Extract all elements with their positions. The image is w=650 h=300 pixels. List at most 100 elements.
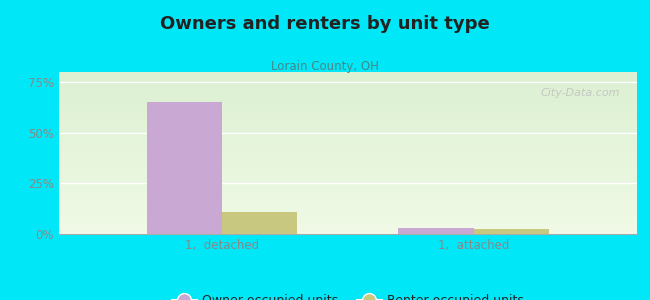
Bar xyxy=(58,150,637,152)
Bar xyxy=(58,163,637,164)
Bar xyxy=(58,198,637,200)
Bar xyxy=(58,104,637,106)
Text: Owners and renters by unit type: Owners and renters by unit type xyxy=(160,15,490,33)
Bar xyxy=(58,197,637,198)
Bar xyxy=(58,116,637,117)
Bar xyxy=(58,168,637,169)
Bar xyxy=(58,103,637,104)
Bar xyxy=(58,171,637,172)
Bar xyxy=(58,122,637,124)
Bar xyxy=(58,87,637,88)
Bar xyxy=(58,203,637,205)
Bar xyxy=(58,210,637,211)
Bar xyxy=(58,79,637,80)
Bar xyxy=(58,176,637,177)
Bar xyxy=(58,117,637,119)
Bar xyxy=(58,208,637,210)
Bar xyxy=(58,205,637,206)
Bar xyxy=(398,228,473,234)
Bar xyxy=(58,164,637,166)
Bar xyxy=(58,82,637,83)
Bar xyxy=(58,140,637,142)
Text: Lorain County, OH: Lorain County, OH xyxy=(271,60,379,73)
Bar xyxy=(58,135,637,137)
Bar xyxy=(58,211,637,213)
Bar xyxy=(58,223,637,224)
Bar xyxy=(58,143,637,145)
Bar xyxy=(58,195,637,197)
Bar xyxy=(58,100,637,101)
Bar xyxy=(58,146,637,148)
Legend: Owner occupied units, Renter occupied units: Owner occupied units, Renter occupied un… xyxy=(167,289,528,300)
Bar xyxy=(58,138,637,140)
Bar xyxy=(58,218,637,219)
Bar xyxy=(58,124,637,125)
Bar xyxy=(58,213,637,214)
Bar xyxy=(58,184,637,185)
Bar xyxy=(146,102,222,234)
Bar xyxy=(58,156,637,158)
Bar xyxy=(58,109,637,111)
Bar xyxy=(58,127,637,129)
Bar xyxy=(58,227,637,229)
Bar xyxy=(58,226,637,227)
Bar xyxy=(58,88,637,90)
Bar xyxy=(58,152,637,153)
Bar xyxy=(58,108,637,109)
Bar xyxy=(58,160,637,161)
Bar xyxy=(58,74,637,75)
Bar xyxy=(58,145,637,146)
Bar xyxy=(58,129,637,130)
Bar xyxy=(58,92,637,93)
Bar xyxy=(58,202,637,203)
Text: City-Data.com: City-Data.com xyxy=(540,88,619,98)
Bar xyxy=(58,200,637,202)
Bar xyxy=(58,190,637,192)
Bar xyxy=(58,85,637,87)
Bar xyxy=(58,121,637,122)
Bar xyxy=(58,221,637,223)
Bar xyxy=(58,194,637,195)
Bar xyxy=(58,80,637,82)
Bar xyxy=(58,96,637,98)
Bar xyxy=(58,161,637,163)
Bar xyxy=(58,111,637,112)
Bar xyxy=(58,185,637,187)
Bar xyxy=(58,134,637,135)
Bar xyxy=(58,93,637,95)
Bar xyxy=(58,189,637,190)
Bar xyxy=(58,216,637,218)
Bar xyxy=(58,153,637,154)
Bar xyxy=(58,114,637,116)
Bar xyxy=(58,132,637,134)
Bar xyxy=(58,142,637,143)
Bar xyxy=(222,212,298,234)
Bar xyxy=(58,229,637,231)
Bar xyxy=(58,166,637,168)
Bar xyxy=(58,174,637,176)
Bar xyxy=(58,187,637,189)
Bar xyxy=(58,112,637,114)
Bar xyxy=(58,130,637,132)
Bar xyxy=(473,229,549,234)
Bar xyxy=(58,101,637,103)
Bar xyxy=(58,158,637,160)
Bar xyxy=(58,83,637,85)
Bar xyxy=(58,106,637,108)
Bar xyxy=(58,98,637,100)
Bar xyxy=(58,219,637,221)
Bar xyxy=(58,224,637,226)
Bar xyxy=(58,148,637,150)
Bar xyxy=(58,137,637,138)
Bar xyxy=(58,95,637,96)
Bar xyxy=(58,154,637,156)
Bar xyxy=(58,192,637,194)
Bar xyxy=(58,125,637,127)
Bar xyxy=(58,169,637,171)
Bar xyxy=(58,75,637,77)
Bar xyxy=(58,177,637,179)
Bar xyxy=(58,231,637,233)
Bar xyxy=(58,214,637,216)
Bar xyxy=(58,206,637,208)
Bar xyxy=(58,182,637,184)
